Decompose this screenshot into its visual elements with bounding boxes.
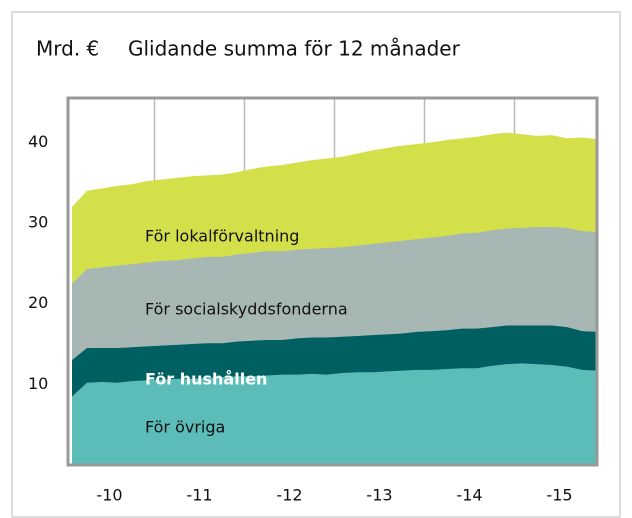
series-label: För socialskyddsfonderna (145, 300, 348, 319)
chart-title: Glidande summa för 12 månader (128, 37, 461, 61)
y-tick-label: 10 (28, 374, 48, 393)
x-tick-label: -15 (546, 486, 572, 505)
y-tick-label: 40 (28, 132, 48, 151)
area (72, 363, 597, 465)
series-label: För lokalförvaltning (145, 227, 299, 246)
x-tick-label: -13 (366, 486, 392, 505)
x-tick-label: -11 (186, 486, 212, 505)
x-tick-label: -14 (456, 486, 482, 505)
plot-border (66, 96, 599, 467)
y-axis-label: Mrd. € (36, 37, 99, 61)
y-tick-label: 30 (28, 213, 48, 232)
y-tick-label: 20 (28, 293, 48, 312)
x-tick-label: -12 (276, 486, 302, 505)
x-tick-label: -10 (96, 486, 122, 505)
series-label: För övriga (145, 418, 225, 437)
series-label: För hushållen (145, 370, 267, 389)
